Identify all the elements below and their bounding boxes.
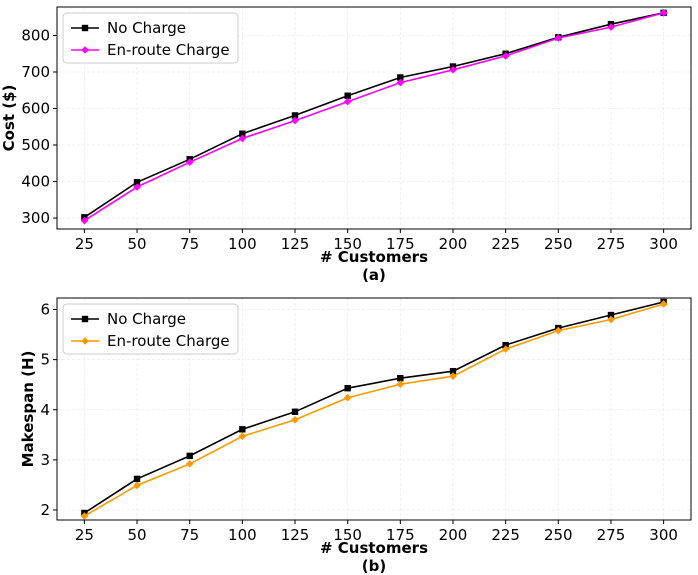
x-tick-label: 225 [491, 526, 520, 544]
data-point [607, 315, 615, 324]
data-point [291, 408, 299, 415]
data-point [607, 23, 615, 31]
y-tick-label: 600 [21, 100, 50, 118]
y-tick-label: 5 [40, 351, 50, 369]
legend-marker [81, 24, 89, 32]
panel-b: 25 50 75 100 125 150 175 200 225 250 275 300 2 3 4 5 6 No… [19, 297, 692, 575]
x-tick-label: 25 [75, 235, 94, 253]
data-point [659, 300, 668, 308]
x-tick-label: 200 [439, 235, 468, 253]
x-tick-label: 225 [491, 235, 520, 253]
series-line [83, 303, 664, 517]
series-line [83, 12, 664, 218]
x-tick-label: 25 [75, 526, 94, 544]
data-point [449, 372, 457, 380]
x-tick-label: 100 [228, 235, 257, 253]
data-point [185, 460, 194, 468]
data-point [291, 415, 299, 424]
x-tick-label: 125 [281, 235, 310, 253]
y-tick-label: 2 [40, 501, 50, 519]
x-axis-label: # Customers [320, 248, 428, 266]
data-point [239, 130, 246, 137]
data-point [344, 92, 351, 99]
data-point [397, 374, 404, 382]
legend-box [62, 12, 239, 64]
legend-label: No Charge [107, 19, 186, 37]
x-tick-label: 300 [649, 235, 678, 253]
data-point [185, 158, 194, 166]
data-point [133, 481, 141, 490]
x-tick-label: 50 [127, 526, 146, 544]
x-tick-label: 250 [544, 526, 573, 544]
data-point [133, 475, 141, 483]
y-tick-label: 400 [21, 173, 50, 191]
y-tick-label: 700 [21, 63, 50, 81]
legend-marker [81, 337, 89, 345]
x-tick-label: 50 [127, 235, 146, 253]
data-point [501, 52, 510, 60]
data-point [449, 367, 457, 375]
plot-frame [56, 6, 692, 230]
plot-frame [56, 297, 692, 521]
x-tick-label: 150 [333, 526, 362, 544]
x-tick-label: 250 [544, 235, 573, 253]
x-axis-label: # Customers [320, 539, 428, 557]
series-line [83, 301, 664, 514]
data-point [449, 66, 457, 74]
data-point [238, 134, 247, 143]
data-point [659, 9, 668, 17]
data-point [238, 432, 247, 441]
panel-label: (a) [362, 266, 386, 284]
data-point [554, 34, 563, 42]
y-axis-label: Cost ($) [0, 85, 18, 152]
data-point [607, 311, 615, 319]
legend-label: En-route Charge [107, 332, 230, 350]
y-tick-label: 300 [21, 209, 50, 227]
data-point [502, 341, 509, 349]
data-point [343, 393, 352, 402]
panel-label: (b) [362, 557, 386, 575]
x-tick-label: 275 [597, 235, 626, 253]
data-point [343, 97, 352, 106]
x-tick-label: 75 [180, 526, 199, 544]
x-tick-label: 150 [333, 235, 362, 253]
data-point [396, 380, 405, 388]
legend-label: No Charge [107, 310, 186, 328]
y-axis-label: Makespan (H) [19, 351, 37, 468]
data-point [291, 112, 299, 119]
data-point [80, 216, 89, 225]
x-tick-label: 125 [281, 526, 310, 544]
legend-marker [81, 315, 89, 323]
x-tick-label: 300 [649, 526, 678, 544]
data-point [186, 452, 193, 460]
panel-a: 25 50 75 100 125 150 175 200 225 250 275 300 300 400 5… [0, 6, 692, 284]
y-tick-label: 4 [40, 401, 50, 419]
data-point [133, 183, 141, 191]
y-tick-label: 3 [40, 451, 50, 469]
x-tick-label: 200 [439, 526, 468, 544]
legend-label: En-route Charge [107, 41, 230, 59]
x-tick-label: 75 [180, 235, 199, 253]
y-tick-label: 6 [40, 301, 50, 319]
data-point [80, 512, 89, 520]
data-point [554, 326, 563, 335]
x-tick-label: 175 [386, 235, 415, 253]
data-point [133, 179, 141, 186]
x-tick-label: 175 [386, 526, 415, 544]
data-point [397, 74, 404, 81]
series-line [83, 12, 664, 222]
legend-box [62, 303, 239, 355]
y-tick-label: 500 [21, 136, 50, 154]
data-point [396, 78, 405, 87]
legend-marker [81, 46, 89, 54]
data-point [501, 345, 510, 353]
y-tick-label: 800 [21, 26, 50, 44]
x-tick-label: 100 [228, 526, 257, 544]
x-tick-label: 275 [597, 526, 626, 544]
data-point [239, 426, 246, 433]
data-point [344, 385, 351, 392]
data-point [291, 116, 299, 125]
